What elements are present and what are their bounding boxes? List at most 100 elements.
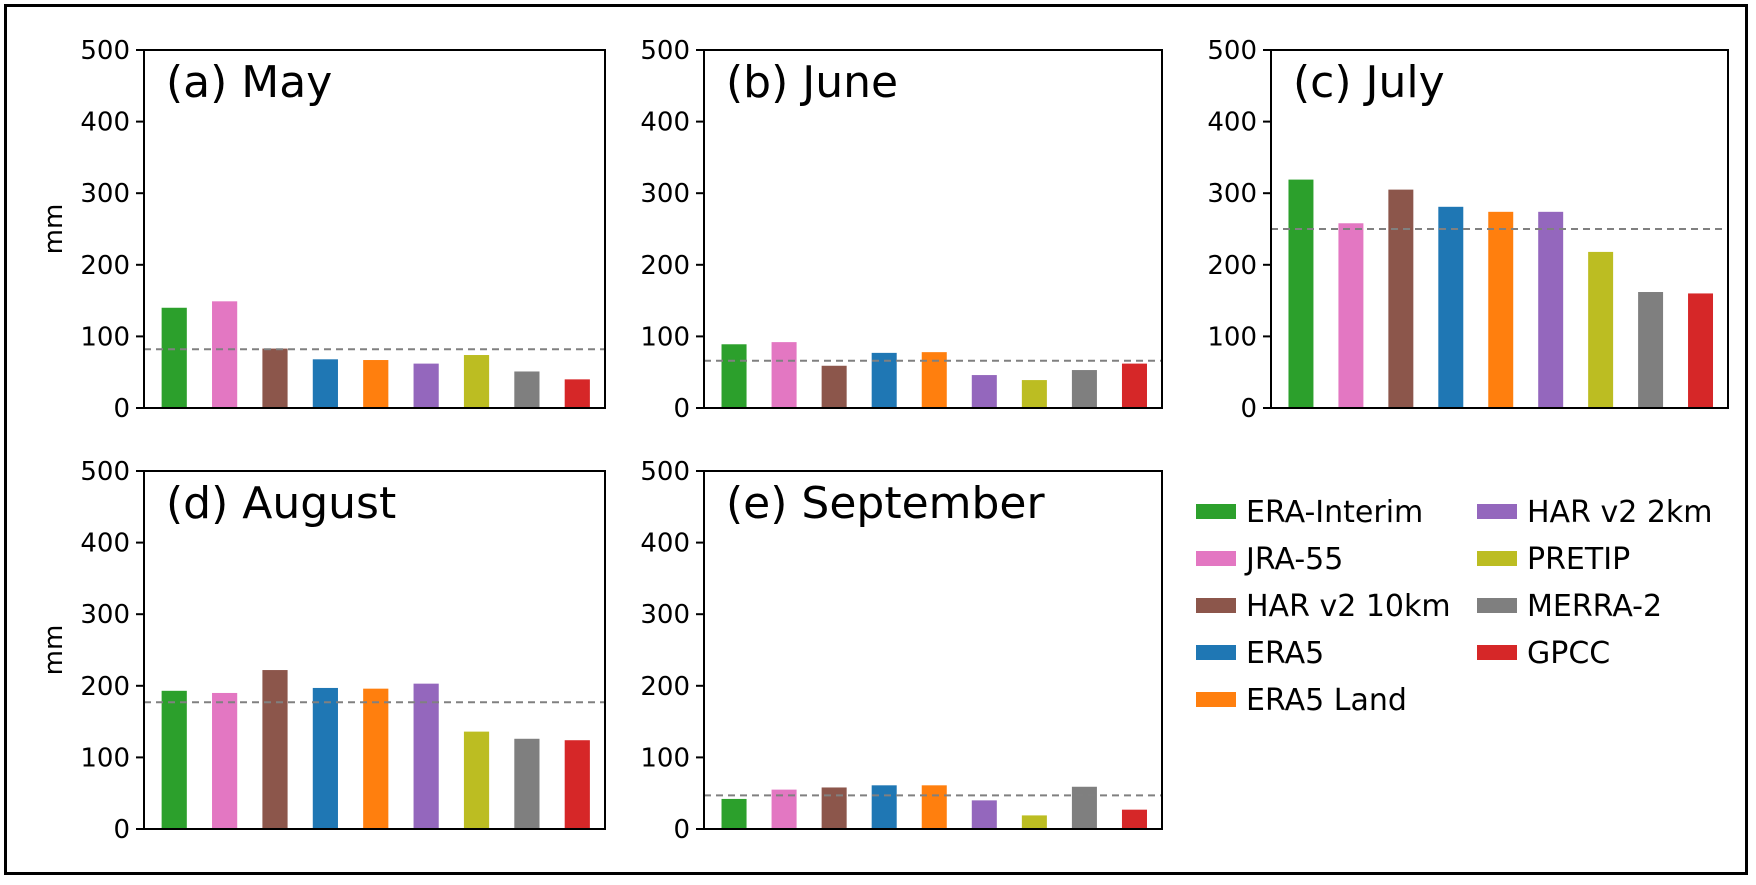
bar-3-2	[1338, 223, 1364, 408]
bar-3-9	[1688, 293, 1714, 408]
legend-swatch-6	[1477, 504, 1517, 519]
bar-5-5	[921, 785, 947, 829]
bar-4-1	[161, 690, 187, 829]
bar-1-6	[413, 363, 439, 408]
y-tick-label-3-0: 0	[1240, 394, 1257, 424]
legend-label-8: MERRA-2	[1527, 589, 1662, 624]
y-tick-label-1-3: 300	[80, 179, 130, 209]
bar-3-1	[1288, 179, 1314, 408]
bar-1-9	[564, 379, 590, 408]
panel-title-3: (c) July	[1293, 57, 1445, 108]
y-tick-label-1-1: 100	[80, 322, 130, 352]
y-tick-label-5-3: 300	[640, 600, 690, 630]
bar-1-2	[212, 301, 238, 408]
y-tick-label-3-3: 300	[1207, 179, 1257, 209]
panel-title-1: (a) May	[166, 57, 332, 108]
y-tick-label-2-3: 300	[640, 179, 690, 209]
axes-frame-4	[143, 470, 606, 830]
panel-title-4: (d) August	[166, 478, 396, 529]
bar-3-8	[1638, 292, 1664, 408]
y-tick-label-4-5: 500	[80, 457, 130, 487]
panel-title-2: (b) June	[726, 57, 898, 108]
bar-4-8	[514, 738, 540, 829]
panel-title-5: (e) September	[726, 478, 1046, 529]
legend-swatch-4	[1196, 645, 1236, 660]
y-tick-label-1-0: 0	[113, 394, 130, 424]
legend-swatch-3	[1196, 598, 1236, 613]
legend-swatch-9	[1477, 645, 1517, 660]
legend-swatch-8	[1477, 598, 1517, 613]
bar-5-8	[1071, 786, 1097, 829]
axes-frame-1	[143, 49, 606, 409]
y-tick-label-5-2: 200	[640, 672, 690, 702]
bar-2-1	[721, 344, 747, 408]
legend-swatch-2	[1196, 551, 1236, 566]
bar-2-2	[771, 342, 797, 408]
bar-5-3	[821, 787, 847, 829]
legend-label-2: JRA-55	[1244, 542, 1343, 577]
bar-1-7	[463, 355, 490, 408]
bar-3-6	[1538, 211, 1564, 408]
y-tick-label-4-4: 400	[80, 529, 130, 559]
y-axis-label-1: mm	[39, 204, 69, 255]
bar-5-4	[871, 785, 897, 829]
bar-5-1	[721, 798, 747, 829]
y-tick-label-1-5: 500	[80, 36, 130, 66]
y-tick-label-3-5: 500	[1207, 36, 1257, 66]
legend-swatch-7	[1477, 551, 1517, 566]
bar-3-4	[1438, 206, 1464, 408]
bar-4-9	[564, 740, 590, 829]
bar-5-6	[971, 800, 997, 829]
bar-4-5	[363, 688, 389, 829]
bar-2-6	[971, 375, 997, 408]
legend-swatch-1	[1196, 504, 1236, 519]
bar-1-8	[514, 371, 540, 408]
bar-1-4	[312, 359, 338, 408]
bar-3-3	[1388, 189, 1414, 408]
y-tick-label-4-2: 200	[80, 672, 130, 702]
axes-frame-2	[703, 49, 1163, 409]
legend-label-4: ERA5	[1246, 636, 1324, 671]
legend-label-5: ERA5 Land	[1246, 683, 1407, 718]
y-tick-label-5-4: 400	[640, 529, 690, 559]
y-tick-label-3-2: 200	[1207, 251, 1257, 281]
bar-3-7	[1588, 251, 1614, 408]
bar-1-5	[363, 360, 389, 408]
y-tick-label-2-2: 200	[640, 251, 690, 281]
y-tick-label-5-0: 0	[673, 815, 690, 845]
bar-4-2	[212, 692, 238, 829]
bar-2-3	[821, 365, 847, 408]
y-axis-label-4: mm	[39, 625, 69, 676]
figure-frame	[4, 4, 1748, 875]
bar-2-9	[1121, 363, 1147, 408]
y-tick-label-2-5: 500	[640, 36, 690, 66]
y-tick-label-1-2: 200	[80, 251, 130, 281]
y-tick-label-4-3: 300	[80, 600, 130, 630]
legend-swatch-5	[1196, 692, 1236, 707]
bar-2-8	[1071, 370, 1097, 408]
y-tick-label-1-4: 400	[80, 108, 130, 138]
bar-4-7	[463, 731, 490, 829]
legend-label-3: HAR v2 10km	[1246, 589, 1451, 624]
legend-label-1: ERA-Interim	[1246, 495, 1423, 530]
y-tick-label-5-5: 500	[640, 457, 690, 487]
bar-4-6	[413, 683, 439, 829]
y-tick-label-2-1: 100	[640, 322, 690, 352]
bar-2-4	[871, 352, 897, 408]
bar-5-7	[1021, 815, 1047, 829]
bar-3-5	[1488, 211, 1514, 408]
axes-frame-3	[1270, 49, 1729, 409]
y-tick-label-4-0: 0	[113, 815, 130, 845]
y-tick-label-3-4: 400	[1207, 108, 1257, 138]
bar-2-7	[1021, 380, 1047, 408]
legend-label-9: GPCC	[1527, 636, 1610, 671]
y-tick-label-2-0: 0	[673, 394, 690, 424]
legend-label-7: PRETIP	[1527, 542, 1630, 577]
bar-4-4	[312, 687, 338, 829]
bar-4-3	[262, 670, 288, 829]
y-tick-label-2-4: 400	[640, 108, 690, 138]
bar-1-1	[161, 307, 187, 408]
y-tick-label-3-1: 100	[1207, 322, 1257, 352]
y-tick-label-5-1: 100	[640, 743, 690, 773]
